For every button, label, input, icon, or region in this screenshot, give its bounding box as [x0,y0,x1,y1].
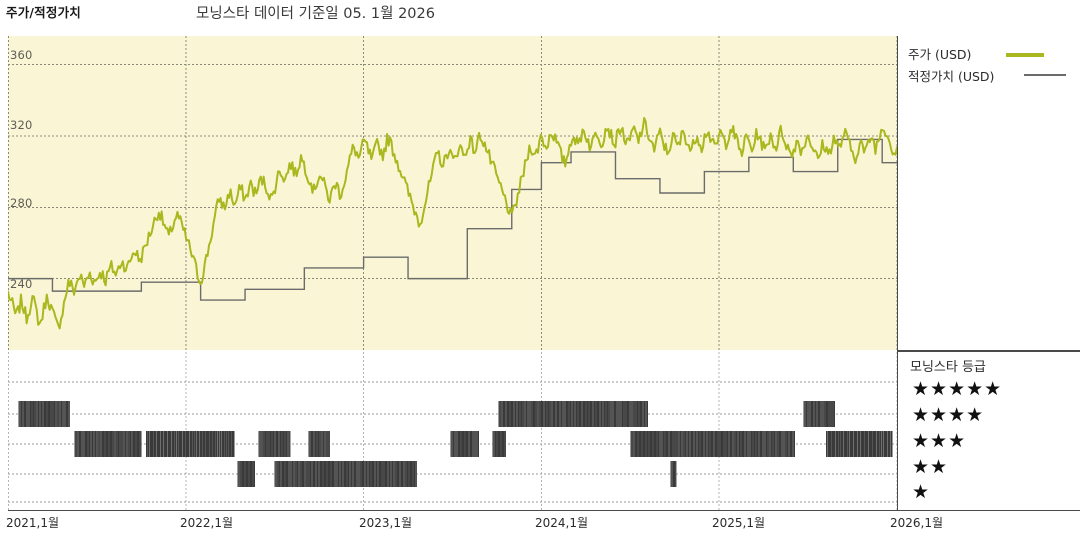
rating-legend-row-1: ★ [912,481,931,503]
x-axis-line [8,510,1080,511]
x-tick-label-2024: 2024,1월 [535,516,589,530]
rating-legend-row-4: ★★★★ [912,404,985,426]
x-tick-label-2025: 2025,1월 [712,516,766,530]
rating-legend-row-2: ★★ [912,456,949,478]
x-tick-label-2022: 2022,1월 [180,516,234,530]
rating-legend: 모닝스타 등급 ★★★★★ ★★★★ ★★★ ★★ ★ [897,352,1080,510]
x-tick-label-2023: 2023,1월 [359,516,413,530]
rating-legend-row-3: ★★★ [912,430,967,452]
x-tick-label-2021: 2021,1월 [6,516,60,530]
y-tick-label-240: 240 [10,277,33,291]
series-legend: 주가 (USD) 적정가치 (USD) [897,36,1080,350]
rating-bars-svg [8,352,897,510]
rating-legend-title: 모닝스타 등급 [910,360,986,375]
legend-swatch-fair-value [1024,74,1066,76]
legend-swatch-price [1006,53,1044,57]
legend-label-price: 주가 (USD) [908,47,972,62]
legend-divider [897,350,1080,352]
y-tick-label-320: 320 [10,118,33,132]
y-tick-label-360: 360 [10,48,33,62]
page-title: 주가/적정가치 [6,5,81,20]
rating-legend-row-5: ★★★★★ [912,378,1003,400]
price-series-svg [8,36,897,350]
as-of-date-title: 모닝스타 데이터 기준일 05. 1월 2026 [196,6,435,22]
plot-area [8,36,897,350]
rating-timeline-area [8,352,897,510]
legend-label-fair-value: 적정가치 (USD) [908,69,995,84]
y-tick-label-280: 280 [10,196,33,210]
x-tick-label-2026: 2026,1월 [890,516,944,530]
